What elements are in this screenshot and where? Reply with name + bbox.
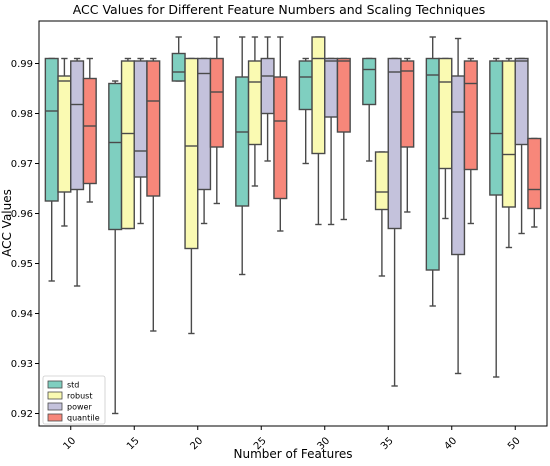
box-quantile xyxy=(400,60,415,148)
x-tick-label: 10 xyxy=(62,435,79,452)
box-robust xyxy=(501,60,516,208)
box-robust xyxy=(120,60,135,230)
box-robust xyxy=(311,36,326,155)
box-std xyxy=(362,57,377,106)
legend-label-quantile: quantile xyxy=(67,414,100,423)
box-quantile xyxy=(146,60,161,197)
y-axis-label: ACC Values xyxy=(0,189,14,257)
legend-label-std: std xyxy=(67,381,79,390)
x-tick-label: 15 xyxy=(125,435,142,452)
box-robust xyxy=(438,57,453,170)
x-tick-label: 50 xyxy=(506,435,523,452)
legend-swatch-std xyxy=(47,380,63,389)
box-std xyxy=(235,76,250,207)
box-power xyxy=(70,60,85,191)
box-std xyxy=(298,60,313,111)
legend-swatch-quantile xyxy=(47,413,63,422)
box-std xyxy=(171,52,186,82)
legend-swatch-power xyxy=(47,402,63,411)
legend: std robust power quantile xyxy=(42,375,106,425)
x-axis-label: Number of Features xyxy=(234,447,353,461)
box-power xyxy=(133,60,148,178)
chart-title: ACC Values for Different Feature Numbers… xyxy=(73,2,486,17)
box-power xyxy=(514,57,529,146)
box-std xyxy=(44,57,59,202)
x-tick-label: 35 xyxy=(379,435,396,452)
box-series-layer xyxy=(44,36,542,415)
y-tick-label: 0.94 xyxy=(11,309,33,320)
box-power xyxy=(260,57,275,115)
y-tick-label: 0.96 xyxy=(11,209,33,220)
y-tick-label: 0.95 xyxy=(11,259,33,270)
series-power xyxy=(70,36,529,387)
box-power xyxy=(387,57,402,230)
box-quantile xyxy=(527,137,542,210)
x-tick-label: 40 xyxy=(443,435,460,452)
y-tick-label: 0.97 xyxy=(11,159,33,170)
legend-label-power: power xyxy=(67,403,92,412)
series-std xyxy=(44,36,504,415)
y-tick-label: 0.93 xyxy=(11,359,33,370)
x-tick-label: 20 xyxy=(189,435,206,452)
y-tick-label: 0.98 xyxy=(11,109,33,120)
box-quantile xyxy=(273,76,288,200)
y-tick-label: 0.99 xyxy=(11,59,33,70)
box-robust xyxy=(57,75,72,193)
series-quantile xyxy=(82,36,542,332)
box-quantile xyxy=(209,57,224,148)
box-std xyxy=(425,57,440,271)
plot-frame xyxy=(38,20,548,427)
box-std xyxy=(108,82,123,231)
box-robust xyxy=(184,57,199,250)
box-robust xyxy=(247,60,262,146)
box-power xyxy=(324,57,339,118)
box-quantile xyxy=(82,77,97,185)
box-power xyxy=(451,75,466,256)
box-robust xyxy=(374,151,389,211)
legend-label-robust: robust xyxy=(67,392,92,401)
box-quantile xyxy=(336,57,351,133)
box-std xyxy=(489,60,504,196)
box-quantile xyxy=(463,60,478,171)
legend-swatch-robust xyxy=(47,391,63,400)
y-tick-label: 0.92 xyxy=(11,409,33,420)
box-power xyxy=(197,57,212,191)
